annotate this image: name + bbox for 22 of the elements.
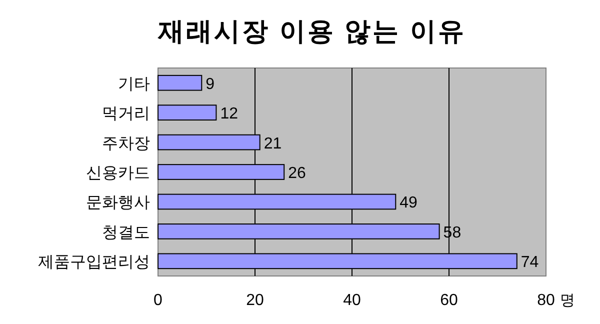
data-label: 49: [400, 194, 418, 212]
data-label: 12: [220, 106, 238, 123]
y-tick-label: 먹거리: [102, 106, 150, 123]
y-tick-label: 문화행사: [86, 194, 150, 212]
data-label: 26: [288, 165, 306, 182]
x-axis-title: 명: [560, 292, 575, 309]
y-tick-label: 청결도: [102, 224, 150, 242]
y-tick-label: 주차장: [102, 135, 150, 152]
x-tick-label: 20: [246, 292, 264, 309]
bar: [158, 104, 217, 120]
x-tick-label: 60: [440, 292, 458, 309]
bar: [158, 74, 202, 91]
chart-title: 재래시장 이용 않는 이유: [157, 16, 466, 46]
y-tick-label: 신용카드: [86, 165, 150, 182]
x-tick-label: 0: [154, 292, 163, 309]
y-tick-label: 기타: [118, 76, 150, 93]
data-label: 9: [206, 76, 215, 93]
data-label: 21: [264, 135, 282, 152]
data-label: 74: [520, 254, 539, 272]
y-tick-label: 제품구입편리성: [38, 254, 150, 272]
x-tick-label: 40: [343, 292, 361, 309]
x-tick-label: 80: [537, 292, 555, 309]
